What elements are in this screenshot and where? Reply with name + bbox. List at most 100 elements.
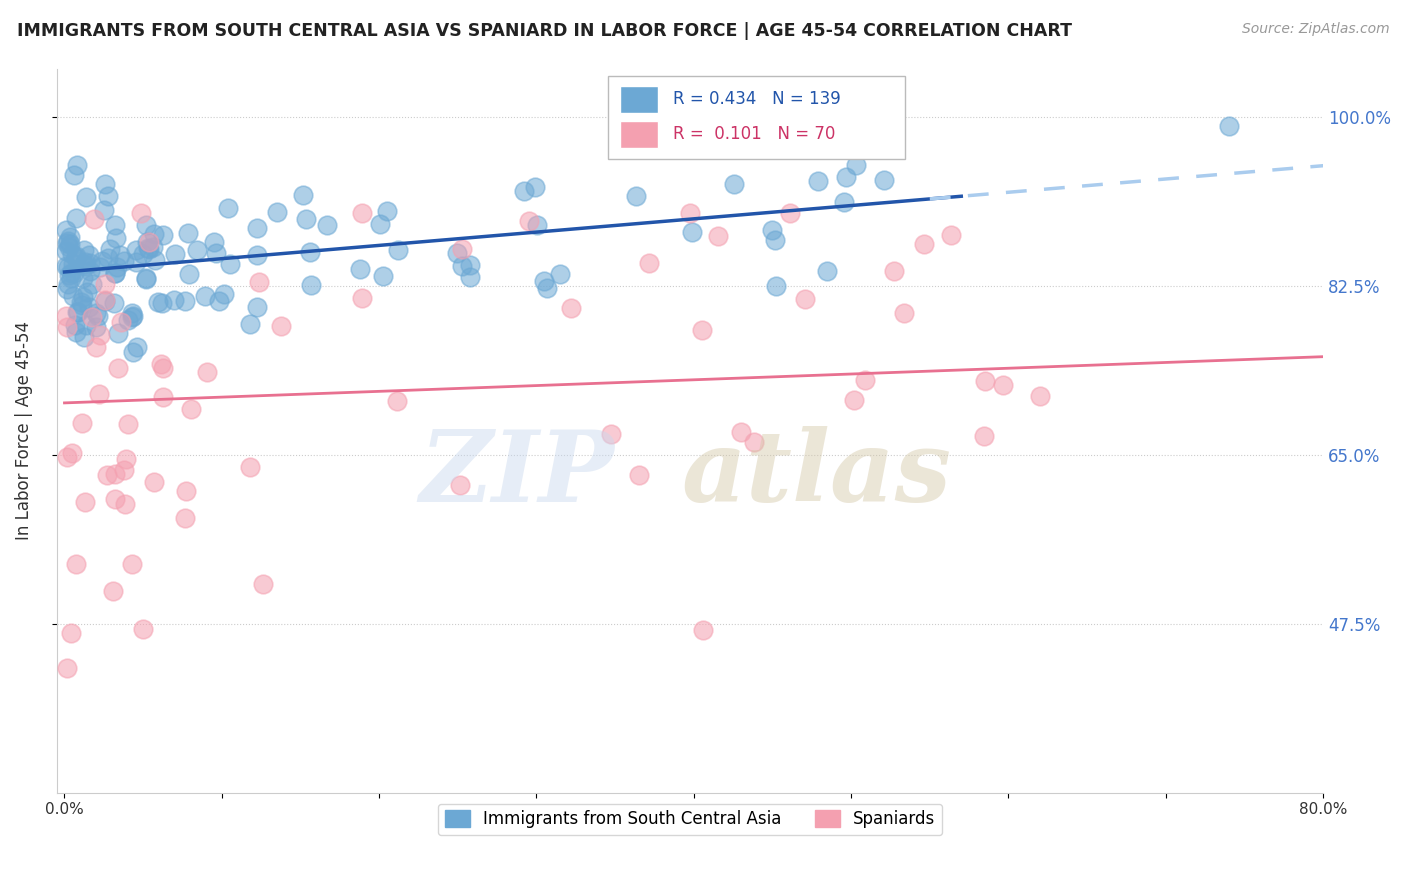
Point <box>58 240 80 254</box>
Point <box>204 246 226 260</box>
Point <box>98 242 121 256</box>
Point <box>706 229 728 244</box>
Point <box>77 300 100 314</box>
Point <box>136 241 159 255</box>
Point <box>89 260 111 274</box>
Point <box>65 249 87 263</box>
Point <box>73 259 96 273</box>
Point <box>761 223 783 237</box>
Point <box>208 294 231 309</box>
Point <box>76 285 98 300</box>
Point <box>65 325 87 339</box>
Point <box>112 254 135 268</box>
Point <box>72 290 94 304</box>
Point <box>84 306 107 320</box>
Point <box>765 279 787 293</box>
Point <box>56 277 79 291</box>
Point <box>125 340 148 354</box>
Point <box>55 309 77 323</box>
Point <box>70 298 93 312</box>
Point <box>458 258 481 272</box>
Point <box>63 169 86 183</box>
Point <box>150 357 173 371</box>
Point <box>548 267 571 281</box>
Point <box>152 390 174 404</box>
Point <box>163 293 186 308</box>
Point <box>512 184 534 198</box>
Point <box>742 434 765 449</box>
Point <box>600 426 623 441</box>
Text: Source: ZipAtlas.com: Source: ZipAtlas.com <box>1241 22 1389 37</box>
Point <box>973 374 995 388</box>
FancyBboxPatch shape <box>607 76 905 159</box>
Point <box>56 450 79 464</box>
Point <box>94 293 117 308</box>
Point <box>152 227 174 242</box>
Point <box>104 467 127 482</box>
Point <box>114 497 136 511</box>
Point <box>219 257 242 271</box>
Point <box>107 326 129 340</box>
Point <box>62 257 84 271</box>
Point <box>292 188 315 202</box>
Point <box>77 247 100 261</box>
Point <box>58 229 80 244</box>
Point <box>862 101 884 115</box>
Point <box>835 169 858 184</box>
Point <box>73 257 96 271</box>
Point <box>1218 120 1240 134</box>
Point <box>59 236 82 251</box>
Point <box>97 189 120 203</box>
Point <box>58 268 80 283</box>
Point <box>246 220 269 235</box>
Point <box>371 269 394 284</box>
Point <box>853 373 876 387</box>
Point <box>56 282 79 296</box>
Point <box>121 310 143 325</box>
Point <box>375 204 398 219</box>
Point <box>526 218 548 232</box>
Point <box>55 259 77 273</box>
Point <box>82 310 104 324</box>
Point <box>385 394 408 409</box>
Point <box>89 327 111 342</box>
Point <box>104 218 127 232</box>
Point <box>270 318 292 333</box>
Point <box>681 225 703 239</box>
Point <box>832 194 855 209</box>
Point <box>142 240 165 254</box>
Text: R =  0.101   N = 70: R = 0.101 N = 70 <box>673 125 835 143</box>
Point <box>56 234 79 248</box>
Point <box>122 345 145 359</box>
Point <box>101 583 124 598</box>
Point <box>939 227 962 242</box>
Point <box>517 214 540 228</box>
Point <box>103 296 125 310</box>
Point <box>135 218 157 232</box>
Point <box>87 386 110 401</box>
Point <box>115 451 138 466</box>
Point <box>197 365 219 379</box>
Point <box>239 317 262 331</box>
Point <box>135 272 157 286</box>
Point <box>807 174 830 188</box>
Point <box>59 626 82 640</box>
Point <box>446 245 468 260</box>
Point <box>179 267 201 281</box>
Point <box>628 467 651 482</box>
Point <box>66 305 89 319</box>
Point <box>1029 389 1052 403</box>
Point <box>135 235 157 249</box>
Point <box>107 361 129 376</box>
Point <box>75 495 97 509</box>
Point <box>560 301 582 315</box>
Point <box>65 211 87 226</box>
Point <box>180 402 202 417</box>
Point <box>56 661 79 675</box>
Point <box>217 201 239 215</box>
Point <box>350 206 373 220</box>
Point <box>56 260 79 274</box>
Point <box>72 330 94 344</box>
Point <box>793 292 815 306</box>
Point <box>66 305 89 319</box>
